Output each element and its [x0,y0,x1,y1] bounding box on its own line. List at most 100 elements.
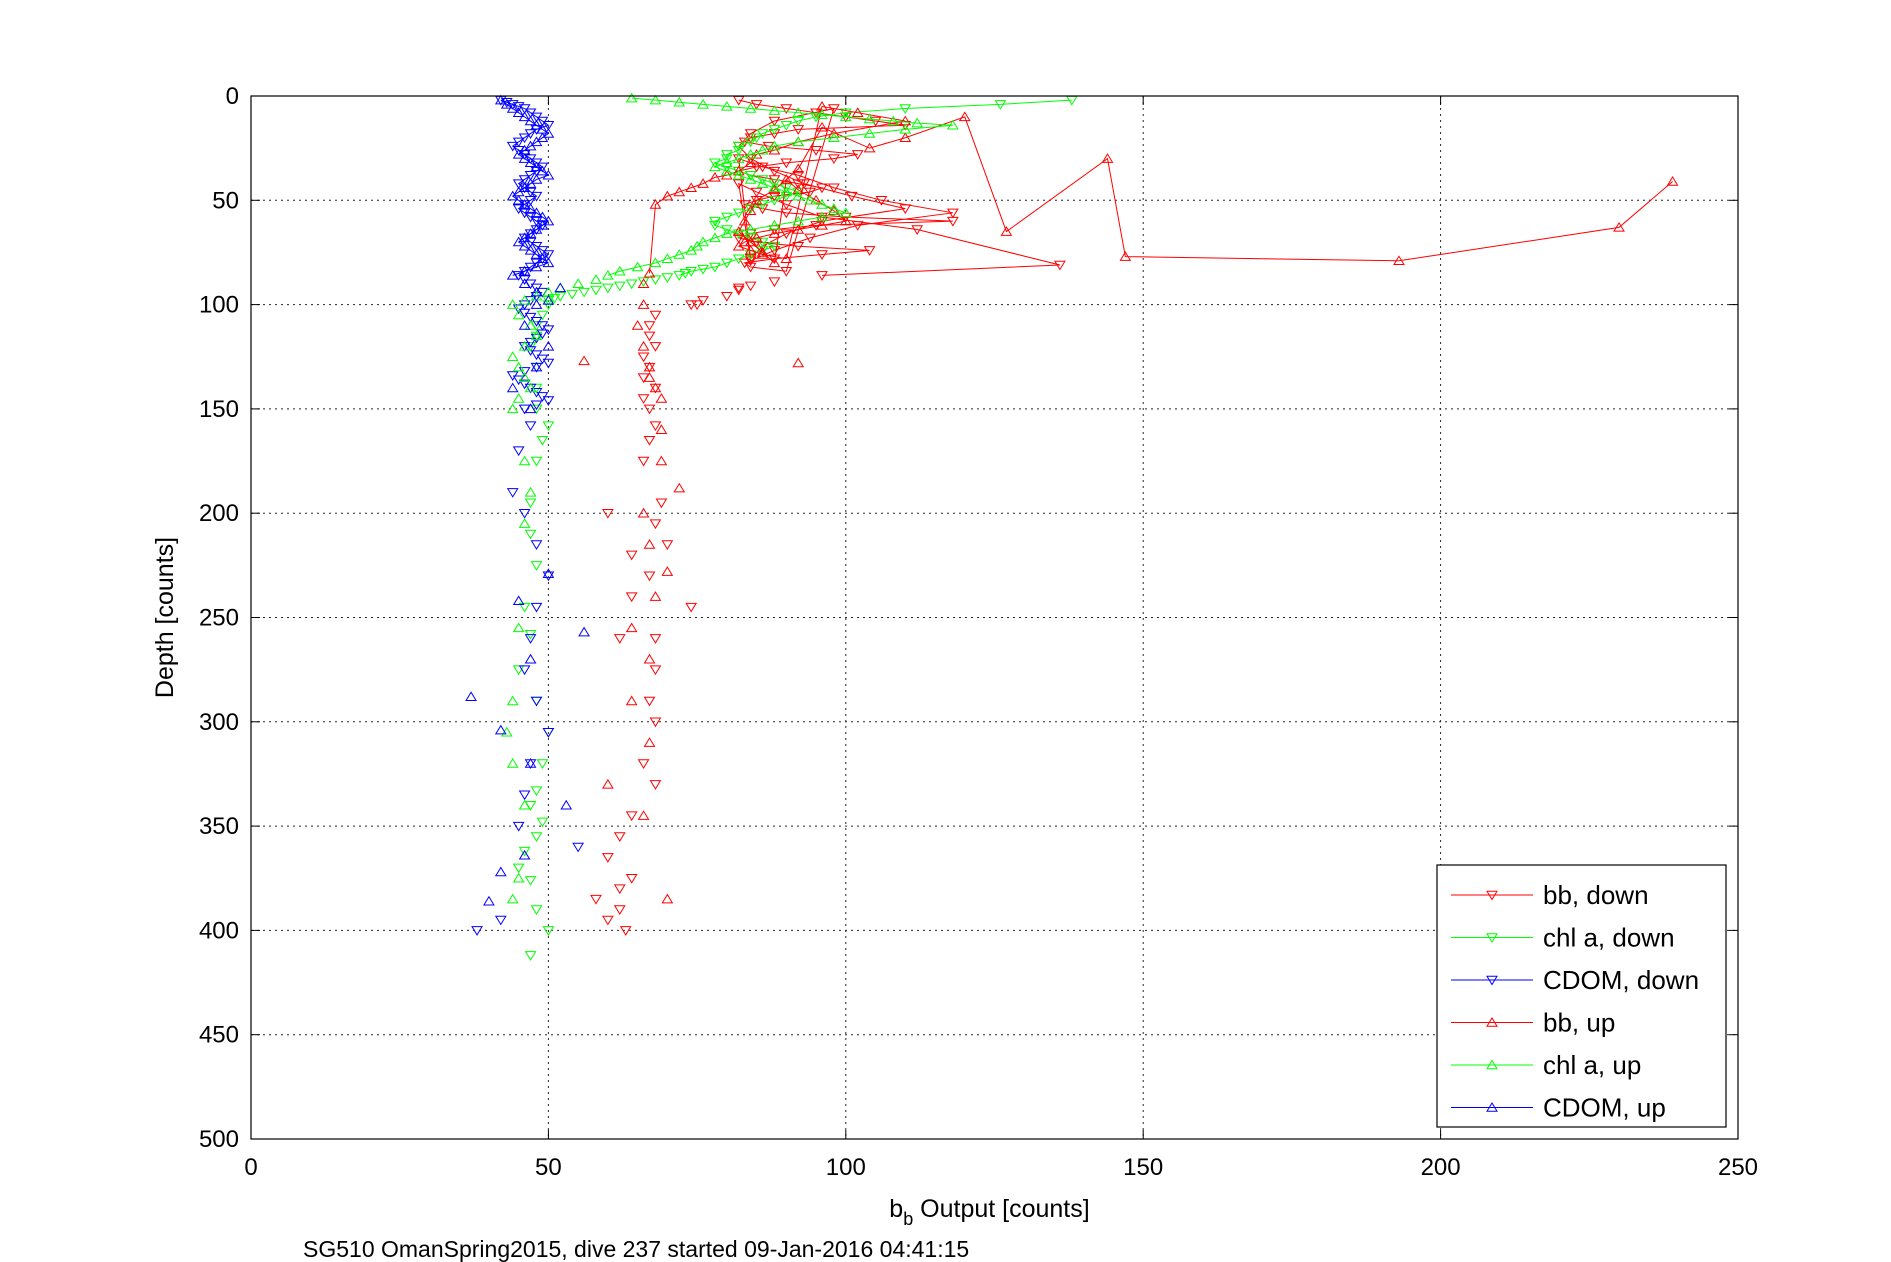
data-point [768,184,781,195]
x-tick-label: 50 [535,1154,562,1181]
data-point [911,117,924,128]
data-point [709,221,721,231]
data-point [649,382,662,393]
data-point [851,221,864,231]
data-point [530,561,543,571]
data-point [524,157,537,168]
data-point [738,236,751,247]
data-point [649,257,662,268]
data-point [744,224,757,234]
data-point [863,142,876,153]
data-point [578,355,590,366]
data-point [709,161,721,172]
data-point [518,199,531,209]
data-point [697,178,709,188]
data-point [518,265,531,276]
data-point [494,724,507,735]
data-point [512,309,525,320]
data-point [637,340,650,351]
data-point [792,241,805,252]
data-point [506,403,519,414]
data-point [649,199,662,209]
series-line [736,99,1061,276]
data-point [518,799,531,810]
data-point [720,225,733,235]
data-point [625,279,638,290]
data-point [744,148,757,159]
data-point [613,884,626,895]
data-point [554,282,567,293]
data-point [637,810,650,820]
data-point [661,893,674,904]
legend-entry: bb, down [1543,880,1649,910]
data-point [792,187,805,198]
data-point [792,357,805,368]
data-point [512,622,525,633]
data-point [625,92,638,103]
data-point [756,246,769,257]
data-point [709,232,721,243]
data-point [601,508,614,519]
data-point [524,244,537,255]
data-point [500,98,513,109]
data-point [946,119,959,130]
data-point [899,123,912,134]
data-point [512,107,525,117]
data-point [1000,226,1013,236]
data-point [792,190,805,201]
data-point [720,228,733,238]
data-point [542,568,555,578]
data-point [685,182,698,193]
data-point [649,342,662,352]
data-point [780,183,793,194]
data-point [780,229,793,240]
data-point [828,132,840,142]
data-point [697,236,709,247]
data-point [518,372,531,382]
data-point [750,100,763,110]
data-point [899,132,912,142]
data-point [518,849,531,860]
data-point [649,634,662,644]
y-tick-label: 350 [199,813,239,840]
data-point [542,294,555,305]
data-point [512,665,525,676]
data-point [643,361,656,372]
data-point [720,258,733,269]
data-point [720,292,733,302]
data-point [530,540,543,550]
data-point [756,178,769,188]
data-point [839,215,852,226]
x-tick-label: 200 [1421,1154,1461,1181]
data-point [542,358,555,369]
data-point [643,321,656,331]
data-point [709,158,721,169]
data-point [542,257,555,268]
data-point [899,104,912,114]
data-point [625,592,638,603]
data-point [732,283,745,294]
data-point [572,278,585,288]
legend-entry: bb, up [1543,1008,1615,1038]
data-point [512,393,525,403]
data-point [637,456,650,467]
data-point [643,435,656,446]
legend-marker [1486,933,1498,943]
x-tick-label: 250 [1718,1154,1758,1181]
data-point [756,237,769,248]
data-point [744,204,757,215]
data-point [625,874,638,884]
x-tick-label: 150 [1123,1154,1163,1181]
data-point [768,228,781,238]
data-point [512,361,525,372]
y-axis-label: Depth [counts] [151,537,179,698]
data-point [542,169,555,180]
data-point [810,194,822,205]
data-point [649,519,662,530]
data-point [768,219,781,230]
series-line [500,99,550,276]
data-point [685,244,698,255]
data-point [804,233,816,244]
data-point [530,330,543,341]
data-point [613,905,626,916]
